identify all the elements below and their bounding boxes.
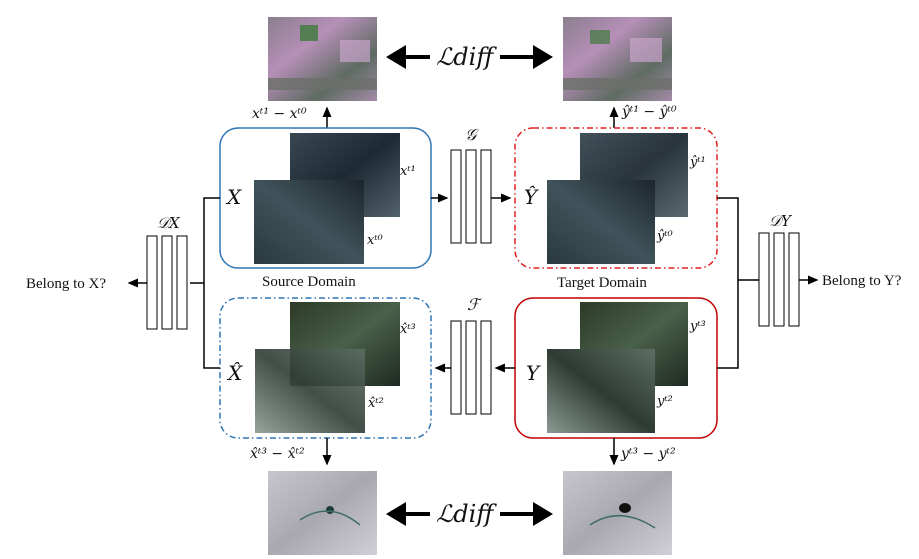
connector-target-y-to-DY	[717, 197, 739, 369]
belong-to-y-label: Belong to Y?	[822, 273, 902, 289]
belong-to-x-label: Belong to X?	[26, 276, 106, 292]
y-image-t2	[547, 349, 655, 433]
top-right-difference-image	[563, 17, 672, 101]
xhat-t3-label: x̂ᵗ³	[400, 322, 416, 337]
top-left-difference-image	[268, 17, 377, 101]
source-image-t0	[254, 180, 364, 264]
diff-x-top-label: xᵗ¹ − xᵗ⁰	[252, 106, 307, 122]
target-Yhat-label: Ŷ	[524, 185, 539, 209]
target-real-box: Y yᵗ³ yᵗ²	[514, 297, 718, 439]
source-domain-label: Source Domain	[262, 274, 356, 290]
discriminator-DX: 𝒟X	[146, 214, 188, 330]
discriminator-DY: 𝒟Y	[758, 212, 800, 327]
x-t0-label: xᵗ⁰	[367, 233, 384, 248]
xhat-label: X̂	[226, 361, 243, 385]
source-domain-box: X xᵗ¹ xᵗ⁰	[219, 127, 432, 269]
x-t1-label: xᵗ¹	[400, 164, 416, 179]
diff-y-bottom-label: yᵗ³ − yᵗ²	[620, 446, 676, 462]
connector-source-xhat-to-DX	[203, 197, 220, 369]
top-loss-arrow: ℒdiff	[386, 43, 553, 71]
source-X-label: X	[225, 185, 242, 209]
top-loss-label: ℒdiff	[436, 43, 497, 71]
discriminator-DX-label: 𝒟X	[157, 214, 181, 232]
generator-G: 𝒢	[450, 125, 492, 244]
bottom-left-difference-image	[268, 471, 377, 555]
discriminator-DY-label: 𝒟Y	[769, 212, 793, 230]
reconstructed-source-box: X̂ x̂ᵗ³ x̂ᵗ²	[219, 297, 432, 439]
bottom-loss-arrow: ℒdiff	[386, 500, 553, 528]
generator-F: ℱ	[450, 295, 492, 415]
yhat-t1-label: ŷᵗ¹	[689, 155, 706, 170]
xhat-t2-label: x̂ᵗ²	[368, 396, 384, 411]
xhat-image-t2	[255, 349, 365, 433]
y-t2-label: yᵗ²	[656, 394, 673, 409]
generator-G-label: 𝒢	[465, 125, 479, 144]
target-domain-box: Ŷ ŷᵗ¹ ŷᵗ⁰	[514, 127, 718, 269]
bottom-right-difference-image	[563, 471, 672, 555]
yhat-t0-label: ŷᵗ⁰	[656, 229, 674, 244]
y-t3-label: yᵗ³	[689, 319, 706, 334]
generator-F-label: ℱ	[467, 295, 483, 314]
target-image-t0	[547, 180, 655, 264]
diff-y-top-label: ŷᵗ¹ − ŷᵗ⁰	[621, 103, 677, 120]
bottom-loss-label: ℒdiff	[436, 500, 497, 528]
diff-x-bottom-label: x̂ᵗ³ − x̂ᵗ²	[250, 446, 305, 462]
y-label: Y	[526, 361, 541, 385]
target-domain-label: Target Domain	[557, 275, 647, 291]
